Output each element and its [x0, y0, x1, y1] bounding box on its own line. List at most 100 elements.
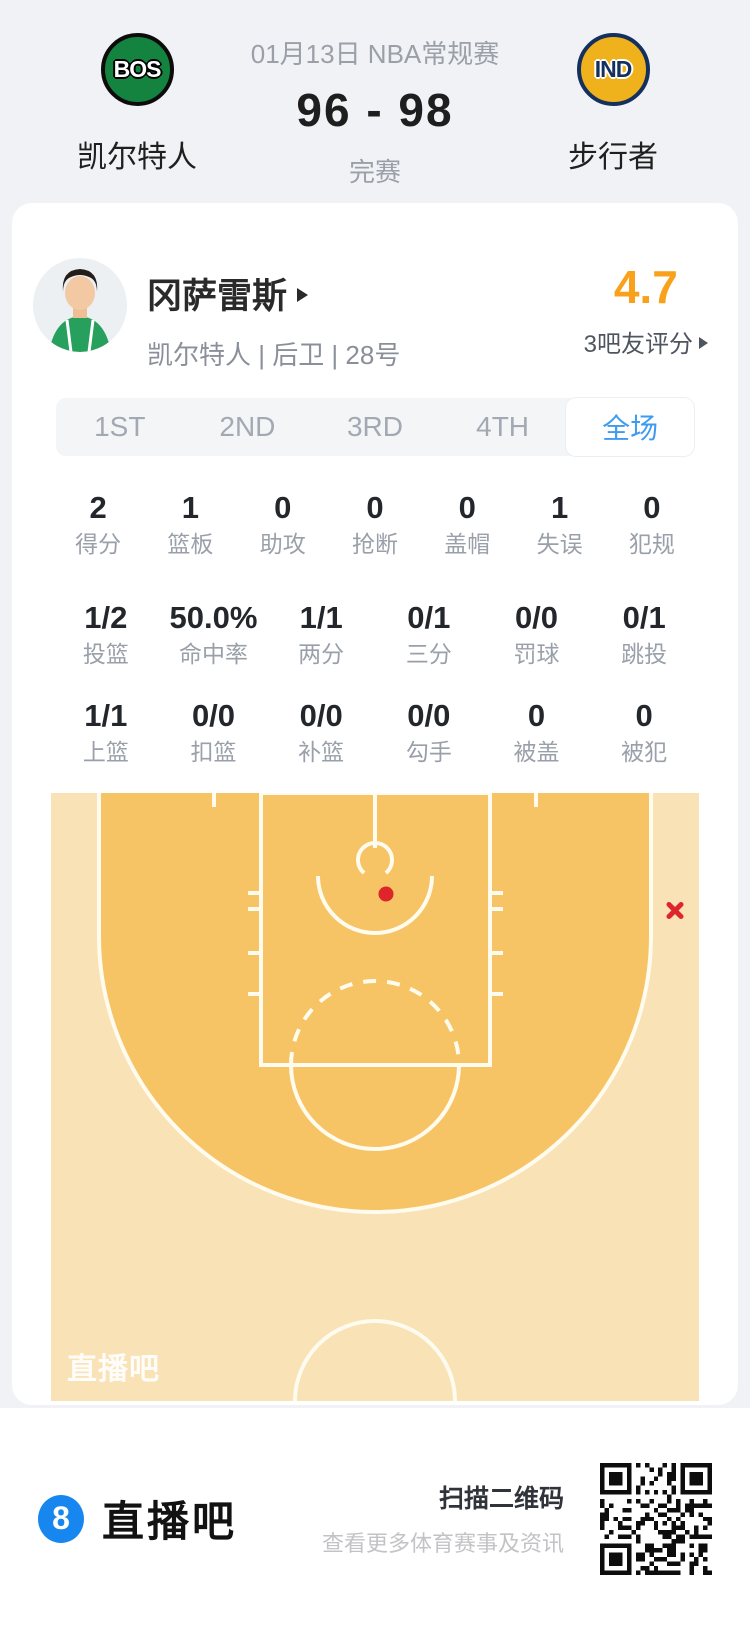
qr-caption: 扫描二维码 查看更多体育赛事及资讯 — [322, 1479, 564, 1558]
stat-value: 0/0 — [407, 698, 451, 733]
player-photo-placeholder — [33, 258, 127, 352]
stat-value: 0 — [527, 698, 546, 733]
game-summary: 01月13日 NBA常规赛 96 - 98 完赛 — [217, 0, 533, 189]
stat-cell: 1 失误 — [513, 492, 605, 556]
stat-value: 0 — [635, 698, 653, 733]
stat-label: 补篮 — [298, 739, 345, 765]
away-team: IND 步行者 — [533, 0, 693, 176]
game-score: 96 - 98 — [296, 84, 454, 136]
stat-cell: 0 盖帽 — [421, 492, 513, 556]
stat-label: 罚球 — [513, 641, 560, 667]
stat-label: 被盖 — [513, 739, 560, 765]
stat-value: 50.0% — [169, 600, 258, 635]
player-avatar[interactable] — [33, 258, 127, 352]
stat-value: 2 — [89, 490, 107, 525]
celtics-logo-icon: BOS — [100, 33, 174, 106]
rating-value: 4.7 — [613, 261, 678, 313]
tab-3rd[interactable]: 3RD — [346, 411, 403, 442]
stat-value: 0 — [366, 490, 384, 525]
chevron-right-icon — [297, 288, 309, 302]
stat-value: 0/0 — [514, 600, 559, 635]
stat-cell: 0/0 勾手 — [375, 700, 483, 764]
quarter-tabbar: 1ST 2ND 3RD 4TH 全场 — [56, 398, 694, 456]
tab-4th[interactable]: 4TH — [476, 411, 530, 442]
stat-value: 1 — [181, 490, 200, 525]
game-date: 01月13日 NBA常规赛 — [250, 39, 500, 69]
player-info: 冈萨雷斯 凯尔特人 | 后卫 | 28号 — [147, 258, 400, 372]
chevron-right-icon — [699, 336, 708, 349]
away-team-name: 步行者 — [568, 141, 658, 174]
zhibo8-logo-icon: 8 — [38, 1494, 84, 1543]
shot-chart: 直播吧 — [51, 793, 699, 1401]
stat-cell: 0/1 跳投 — [590, 602, 698, 666]
tab-1st[interactable]: 1ST — [94, 411, 146, 442]
stat-value: 0/0 — [191, 698, 236, 733]
half-court-drawing — [51, 793, 699, 1401]
stat-cell: 0 被盖 — [483, 700, 591, 764]
stat-cell: 0/0 罚球 — [483, 602, 591, 666]
app-footer: 8 直播吧 扫描二维码 查看更多体育赛事及资讯 — [0, 1408, 750, 1629]
rating-link[interactable]: 3吧友评分 — [584, 324, 708, 359]
rating-label: 3吧友评分 — [583, 331, 693, 358]
tab-2nd[interactable]: 2ND — [219, 411, 276, 442]
player-name-link[interactable]: 冈萨雷斯 — [147, 268, 400, 319]
tab-全场[interactable]: 全场 — [566, 398, 694, 456]
qr-subtitle: 查看更多体育赛事及资讯 — [321, 1531, 564, 1556]
stat-value: 0/1 — [622, 600, 666, 635]
stat-label: 扣篮 — [190, 739, 237, 765]
pacers-logo-icon: IND — [576, 33, 650, 106]
stat-value: 0 — [458, 490, 476, 525]
stat-cell: 1/2 投篮 — [52, 602, 160, 666]
stat-cell: 0/0 扣篮 — [160, 700, 268, 764]
stat-label: 盖帽 — [444, 531, 491, 557]
stat-cell: 1/1 上篮 — [52, 700, 160, 764]
stat-label: 篮板 — [167, 531, 214, 557]
stat-label: 三分 — [405, 641, 452, 667]
game-header: BOS 凯尔特人 01月13日 NBA常规赛 96 - 98 完赛 IND 步行… — [0, 0, 750, 203]
stat-label: 被犯 — [621, 739, 668, 765]
stat-label: 上篮 — [82, 739, 129, 765]
watermark: 直播吧 — [67, 1353, 160, 1386]
stat-value: 0 — [643, 490, 661, 525]
stats-row-shooting: 1/2 投篮 50.0% 命中率 1/1 两分 0/1 三分 0/0 罚球 0/1 跳投 — [52, 602, 698, 666]
player-meta: 凯尔特人 | 后卫 | 28号 — [147, 340, 401, 370]
brand-name: 直播吧 — [102, 1498, 238, 1545]
stat-value: 0/1 — [407, 600, 451, 635]
player-header: 冈萨雷斯 凯尔特人 | 后卫 | 28号 4.7 3吧友评分 — [12, 203, 738, 370]
stat-cell: 1 篮板 — [144, 492, 236, 556]
stat-cell: 50.0% 命中率 — [160, 602, 268, 666]
stats-row-basic: 2 得分 1 篮板 0 助攻 0 抢断 0 盖帽 1 失误 0 犯规 — [52, 492, 698, 556]
qr-title: 扫描二维码 — [438, 1485, 564, 1513]
shot-missed-marker — [663, 898, 687, 922]
stat-value: 1/1 — [299, 600, 343, 635]
player-name: 冈萨雷斯 — [147, 277, 288, 316]
rating-block: 4.7 3吧友评分 — [584, 258, 708, 359]
shot-made-marker — [378, 886, 394, 902]
stat-label: 勾手 — [405, 739, 452, 765]
stat-value: 1/2 — [84, 600, 128, 635]
game-status: 完赛 — [348, 157, 401, 187]
stat-value: 1/1 — [84, 698, 128, 733]
stat-value: 1 — [550, 490, 569, 525]
stat-value: 0 — [274, 490, 292, 525]
stat-label: 犯规 — [628, 531, 675, 557]
stat-label: 命中率 — [178, 641, 248, 667]
stat-cell: 0 被犯 — [590, 700, 698, 764]
home-team: BOS 凯尔特人 — [57, 0, 217, 176]
stat-value: 0/0 — [299, 698, 343, 733]
stat-cell: 0/1 三分 — [375, 602, 483, 666]
stat-label: 失误 — [536, 531, 583, 557]
stat-label: 助攻 — [259, 531, 306, 557]
stats-row-shot-types: 1/1 上篮 0/0 扣篮 0/0 补篮 0/0 勾手 0 被盖 0 被犯 — [52, 700, 698, 764]
stat-cell: 0 助攻 — [237, 492, 329, 556]
home-team-name: 凯尔特人 — [77, 141, 197, 174]
stat-cell: 0/0 补篮 — [267, 700, 375, 764]
stat-cell: 2 得分 — [52, 492, 144, 556]
stat-label: 得分 — [75, 531, 122, 557]
stat-cell: 1/1 两分 — [267, 602, 375, 666]
stat-label: 两分 — [298, 641, 345, 667]
stat-label: 投篮 — [82, 641, 129, 667]
player-stats-card: 冈萨雷斯 凯尔特人 | 后卫 | 28号 4.7 3吧友评分 1ST 2ND 3RD… — [12, 203, 738, 1405]
stat-cell: 0 犯规 — [606, 492, 698, 556]
brand: 8 直播吧 — [38, 1488, 237, 1549]
